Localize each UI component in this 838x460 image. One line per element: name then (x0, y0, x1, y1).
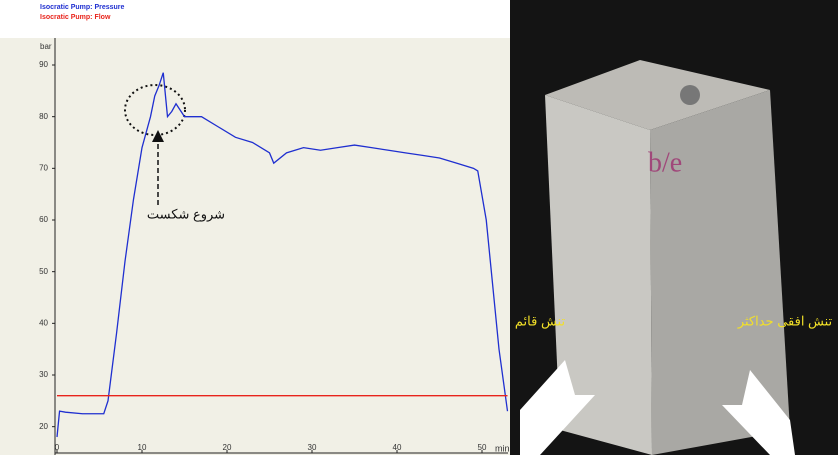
y-axis-label: bar (40, 42, 52, 51)
arrow-left (520, 360, 595, 455)
y-tick-label: 70 (39, 163, 48, 172)
arrow-right (722, 370, 795, 455)
highlight-ellipse (124, 84, 186, 136)
cube-left-face (545, 95, 652, 455)
y-tick-label: 20 (39, 422, 48, 431)
x-tick-label: 50 (478, 443, 487, 452)
y-tick-label: 60 (39, 215, 48, 224)
legend-strip (0, 0, 510, 38)
bolt (680, 85, 700, 105)
legend-entry: Isocratic Pump: Pressure (40, 4, 125, 11)
cube-right-face (650, 90, 790, 455)
legend-entry: Isocratic Pump: Flow (40, 14, 111, 21)
y-tick-label: 80 (39, 112, 48, 121)
x-tick-label: 30 (308, 443, 317, 452)
photo-label-right: تنش افقی حداکثر (737, 313, 833, 329)
x-tick-label: 20 (223, 443, 232, 452)
chart-panel (0, 0, 510, 455)
cube-top (545, 60, 770, 130)
x-axis-label: min (495, 443, 510, 453)
x-tick-label: 40 (393, 443, 402, 452)
photo-label-left: تنش قائم (515, 313, 566, 329)
arrow-head (152, 130, 164, 142)
y-tick-label: 50 (39, 267, 48, 276)
handwriting: b/e (648, 147, 682, 178)
y-tick-label: 30 (39, 370, 48, 379)
x-tick-label: 10 (138, 443, 147, 452)
series-line (56, 72, 509, 438)
y-tick-label: 90 (39, 60, 48, 69)
annotation: شروع شکست (147, 206, 225, 222)
x-tick-label: 0 (55, 443, 60, 452)
y-tick-label: 40 (39, 318, 48, 327)
